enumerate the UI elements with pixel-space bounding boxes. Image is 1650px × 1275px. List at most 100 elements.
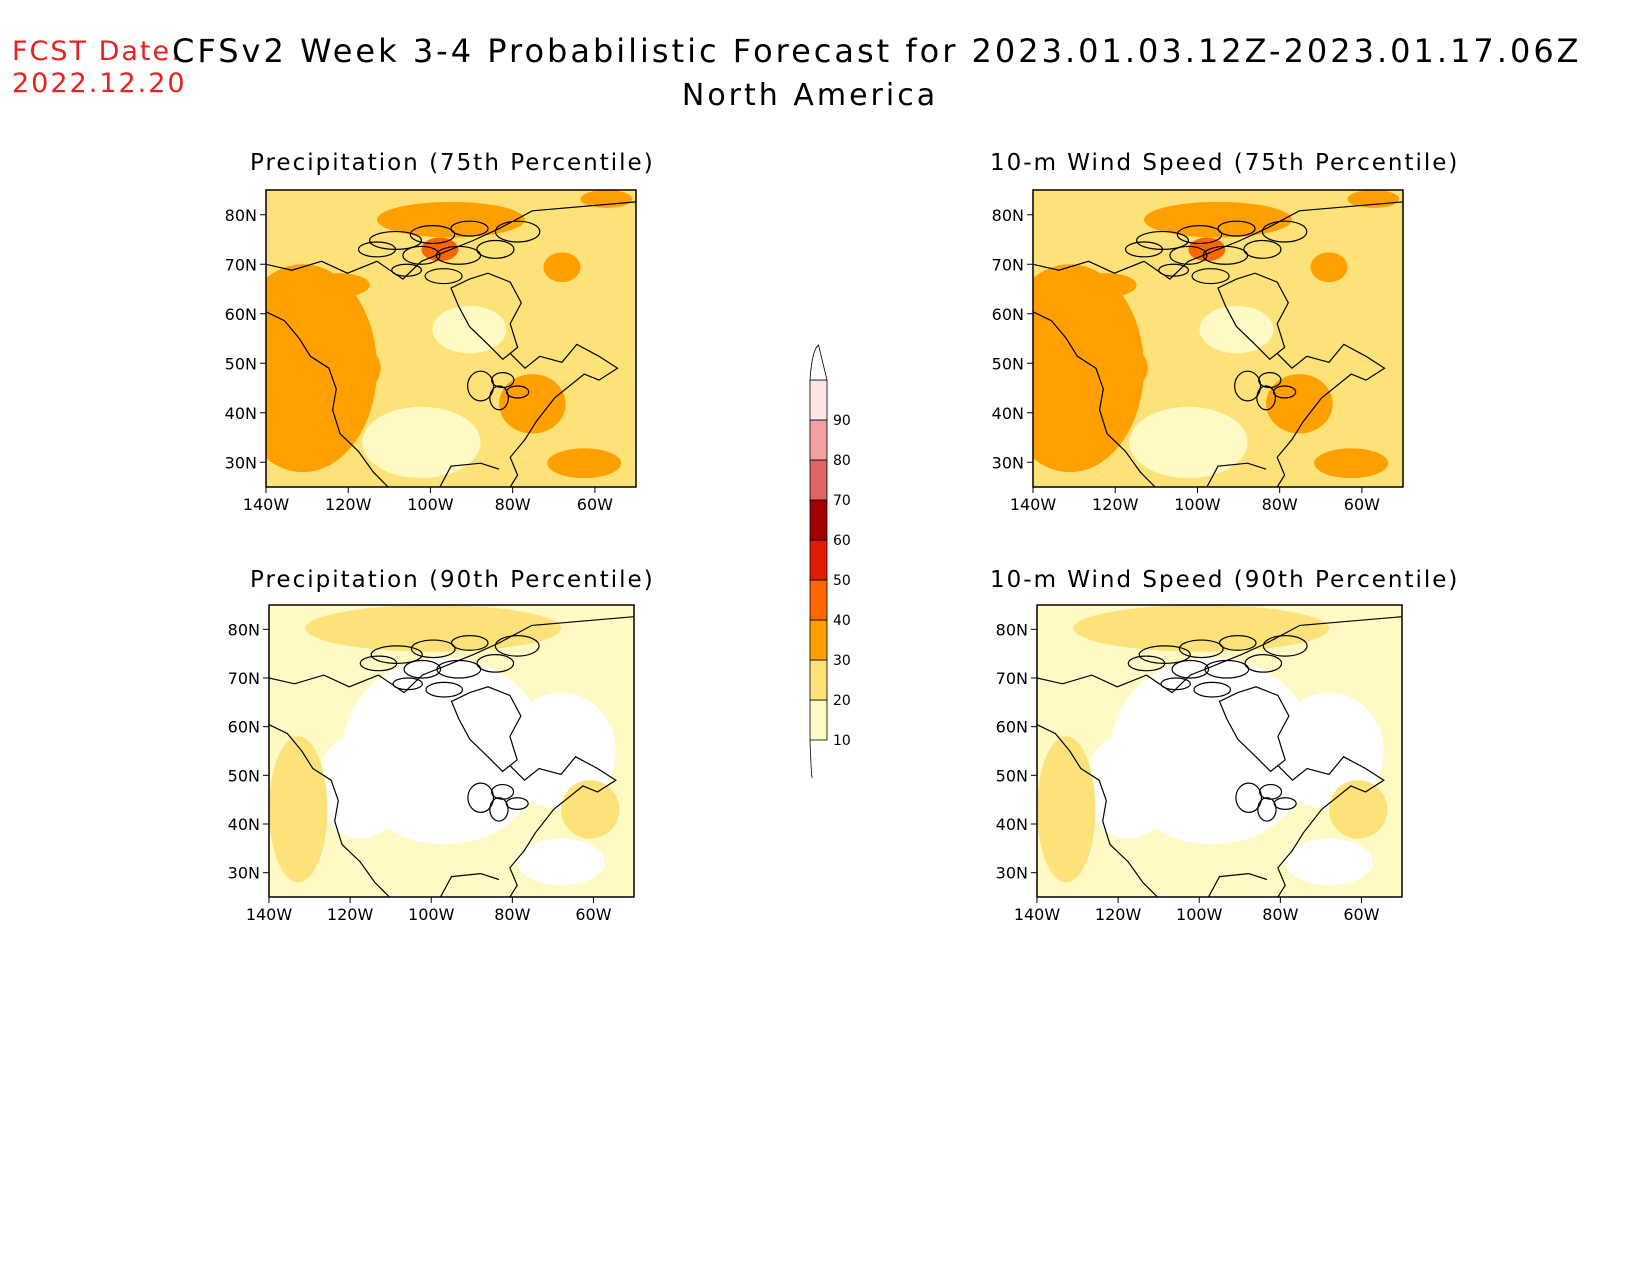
- colorbar-label: 90: [833, 413, 851, 429]
- lat-tick-label: 80N: [992, 206, 1024, 225]
- coastline: [1169, 245, 1208, 265]
- coastline: [489, 385, 509, 411]
- coastline: [409, 225, 456, 245]
- coastline: [467, 370, 495, 402]
- lon-tick-label: 140W: [1014, 905, 1061, 924]
- coastline: [1033, 311, 1156, 487]
- coastline: [1217, 272, 1289, 361]
- colorbar-swatch: [809, 379, 828, 421]
- coastline: [357, 241, 397, 258]
- lat-tick-label: 60N: [996, 718, 1028, 737]
- lon-tick-label: 60W: [1343, 905, 1379, 924]
- lat-tick-label: 30N: [996, 864, 1028, 883]
- lon-tick-label: 80W: [1262, 495, 1298, 514]
- map-field: [269, 605, 634, 897]
- lat-tick-label: 40N: [225, 404, 257, 423]
- map-precip-90: 140W 120W 100W 80W 60W 80N 70N 60N 50N 40N 30N: [228, 604, 635, 924]
- coastline: [1257, 797, 1277, 822]
- colorbar-label: 40: [833, 613, 851, 629]
- page-title: CFSv2 Week 3-4 Probabilistic Forecast fo…: [172, 32, 1582, 70]
- colorbar-swatch: [809, 459, 828, 501]
- map-wind-90: 140W 120W 100W 80W 60W 80N 70N 60N 50N 40N 30N: [996, 604, 1403, 924]
- coastline: [494, 635, 540, 657]
- lon-tick-label: 140W: [243, 495, 290, 514]
- colorbar-swatch: [809, 539, 828, 581]
- coastline: [439, 462, 500, 487]
- coastline: [1259, 783, 1283, 800]
- lat-tick-label: 80N: [225, 206, 257, 225]
- lat-tick-label: 60N: [992, 305, 1024, 324]
- map-precip-75: 140W 120W 100W 80W 60W 80N 70N 60N 50N 40N 30N: [225, 189, 637, 514]
- coastline: [494, 220, 541, 243]
- colorbar-label: 10: [833, 733, 851, 749]
- coastline: [1207, 872, 1268, 897]
- coastline: [509, 343, 619, 487]
- coastline: [489, 797, 509, 822]
- coastline: [450, 272, 522, 361]
- lon-tick-label: 120W: [1095, 905, 1142, 924]
- colorbar-label: 60: [833, 533, 851, 549]
- coastline: [1273, 797, 1297, 811]
- lon-tick-label: 100W: [407, 495, 454, 514]
- lat-tick-label: 70N: [228, 669, 260, 688]
- coastline: [269, 616, 634, 694]
- coastline: [1158, 263, 1190, 277]
- coastline: [1178, 639, 1224, 659]
- lon-tick-label: 120W: [327, 905, 374, 924]
- panel-title-wind-75: 10-m Wind Speed (75th Percentile): [990, 150, 1460, 176]
- coastline: [1037, 724, 1158, 897]
- coastline: [476, 239, 515, 259]
- coastline: [1218, 635, 1257, 651]
- lat-tick-label: 60N: [228, 718, 260, 737]
- coastline: [1191, 268, 1230, 285]
- coastline: [410, 639, 456, 659]
- coastline: [403, 659, 442, 679]
- lat-tick-label: 80N: [228, 620, 260, 639]
- lat-tick-label: 40N: [996, 815, 1028, 834]
- coastline: [1176, 225, 1223, 245]
- lat-tick-label: 50N: [225, 354, 257, 373]
- coastline: [1244, 654, 1283, 673]
- lon-tick-label: 60W: [1344, 495, 1380, 514]
- map-wind-75: 140W 120W 100W 80W 60W 80N 70N 60N 50N 40N 30N: [992, 189, 1404, 514]
- lat-tick-label: 80N: [996, 620, 1028, 639]
- lat-tick-label: 70N: [992, 255, 1024, 274]
- coastline: [1217, 220, 1256, 237]
- coastline: [1272, 385, 1297, 399]
- colorbar-swatch: [809, 659, 828, 701]
- lon-tick-label: 100W: [408, 905, 455, 924]
- coastline: [491, 372, 515, 389]
- coastline: [1160, 677, 1191, 691]
- coastline: [450, 686, 522, 773]
- panel-title-wind-90: 10-m Wind Speed (90th Percentile): [990, 567, 1460, 593]
- lat-tick-label: 60N: [225, 305, 257, 324]
- lon-tick-label: 140W: [1010, 495, 1057, 514]
- colorbar-swatch: [809, 579, 828, 621]
- lat-tick-label: 40N: [992, 404, 1024, 423]
- coastline: [1258, 372, 1282, 389]
- coastline: [1234, 370, 1262, 402]
- panel-title-precip-90: Precipitation (90th Percentile): [250, 567, 655, 593]
- coastline: [359, 655, 398, 672]
- colorbar-swatch: [809, 699, 828, 741]
- colorbar-label: 50: [833, 573, 851, 589]
- lon-tick-label: 140W: [246, 905, 293, 924]
- lon-tick-label: 80W: [1262, 905, 1298, 924]
- colorbar-swatch: [809, 419, 828, 461]
- fcst-date-label: FCST Date:: [12, 36, 183, 67]
- colorbar: 10 20 30 40 50 60 70 80 90: [809, 344, 851, 779]
- lat-tick-label: 50N: [228, 766, 260, 785]
- map-field: [1037, 605, 1402, 897]
- coastline: [1256, 385, 1276, 411]
- panel-title-precip-75: Precipitation (75th Percentile): [250, 150, 655, 176]
- coastline: [439, 872, 500, 897]
- colorbar-label: 80: [833, 453, 851, 469]
- lon-tick-label: 80W: [495, 495, 531, 514]
- coastline: [1277, 756, 1385, 897]
- fcst-date-value: 2022.12.20: [12, 68, 187, 99]
- coastline: [1171, 659, 1210, 679]
- lon-tick-label: 120W: [325, 495, 372, 514]
- coastline: [1033, 201, 1403, 280]
- coastline: [1235, 782, 1263, 813]
- coastline: [476, 654, 515, 673]
